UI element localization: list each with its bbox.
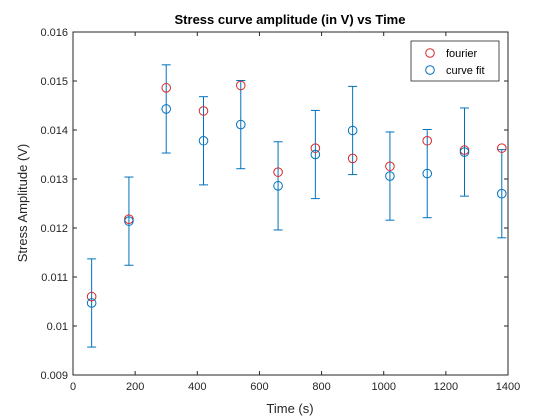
x-tick-label: 1200 (434, 381, 458, 393)
errorbar (161, 64, 171, 154)
x-axis-label: Time (s) (266, 401, 313, 416)
data-point-curve-fit (161, 104, 172, 114)
errorbar-layer (87, 64, 507, 348)
data-point-fourier (235, 80, 246, 91)
y-tick-label: 0.015 (40, 76, 68, 88)
data-point-curve-fit (422, 168, 433, 179)
data-point-curve-fit (198, 135, 209, 146)
y-axis-ticks: 0.009 0.01 0.011 0.012 0.013 0.014 0.015 0.016 (40, 27, 508, 382)
y-tick-label: 0.014 (40, 125, 68, 137)
data-point-fourier (422, 135, 433, 146)
data-point-fourier (310, 143, 321, 153)
y-tick-label: 0.011 (41, 272, 68, 284)
y-tick-label: 0.01 (47, 321, 68, 333)
errorbar (199, 96, 208, 186)
marker-layer (86, 80, 507, 308)
errorbar (310, 109, 320, 200)
legend-marker-fourier (425, 48, 435, 58)
legend-marker-curve-fit (425, 65, 435, 75)
data-point-fourier (198, 106, 209, 116)
x-tick-label: 400 (188, 381, 206, 393)
y-tick-label: 0.012 (40, 223, 68, 235)
y-axis-label: Stress Amplitude (V) (15, 144, 30, 263)
data-point-curve-fit (86, 298, 97, 308)
legend-box (410, 40, 500, 82)
errorbar (497, 149, 507, 239)
legend-label-fourier: fourier (446, 48, 478, 60)
x-tick-label: 800 (312, 381, 330, 393)
data-point-curve-fit (385, 171, 395, 181)
errorbar (348, 85, 358, 176)
data-point-fourier (385, 161, 395, 172)
legend-label-curve-fit: curve fit (446, 65, 485, 77)
y-tick-label: 0.013 (40, 174, 68, 186)
chart-title: Stress curve amplitude (in V) vs Time (175, 12, 406, 27)
data-point-fourier (496, 143, 507, 153)
x-tick-label: 600 (250, 381, 268, 393)
data-point-curve-fit (310, 149, 321, 160)
data-point-fourier (86, 291, 97, 302)
data-point-fourier (273, 167, 283, 177)
errorbar (87, 258, 97, 348)
data-point-fourier (161, 83, 172, 93)
legend: fourier curve fit (410, 40, 500, 82)
errorbar (385, 131, 395, 221)
errorbar (236, 80, 246, 170)
x-tick-label: 200 (126, 381, 144, 393)
data-point-curve-fit (347, 125, 358, 136)
y-tick-label: 0.016 (40, 27, 68, 39)
data-point-curve-fit (496, 188, 507, 199)
errorbar (273, 141, 283, 231)
data-point-curve-fit (235, 119, 246, 130)
data-point-curve-fit (273, 181, 283, 191)
errorbar (460, 107, 469, 197)
errorbar (422, 129, 432, 219)
x-tick-label: 1000 (371, 381, 395, 393)
data-point-curve-fit (124, 216, 134, 226)
data-point-curve-fit (459, 147, 470, 157)
x-axis-ticks: 0 200 400 600 800 1000 1200 1400 (70, 32, 520, 393)
data-point-fourier (347, 153, 358, 164)
y-tick-label: 0.009 (40, 370, 68, 382)
x-tick-label: 1400 (496, 381, 520, 393)
plot-area (72, 31, 509, 376)
errorbar (124, 176, 134, 266)
x-tick-label: 0 (70, 381, 76, 393)
